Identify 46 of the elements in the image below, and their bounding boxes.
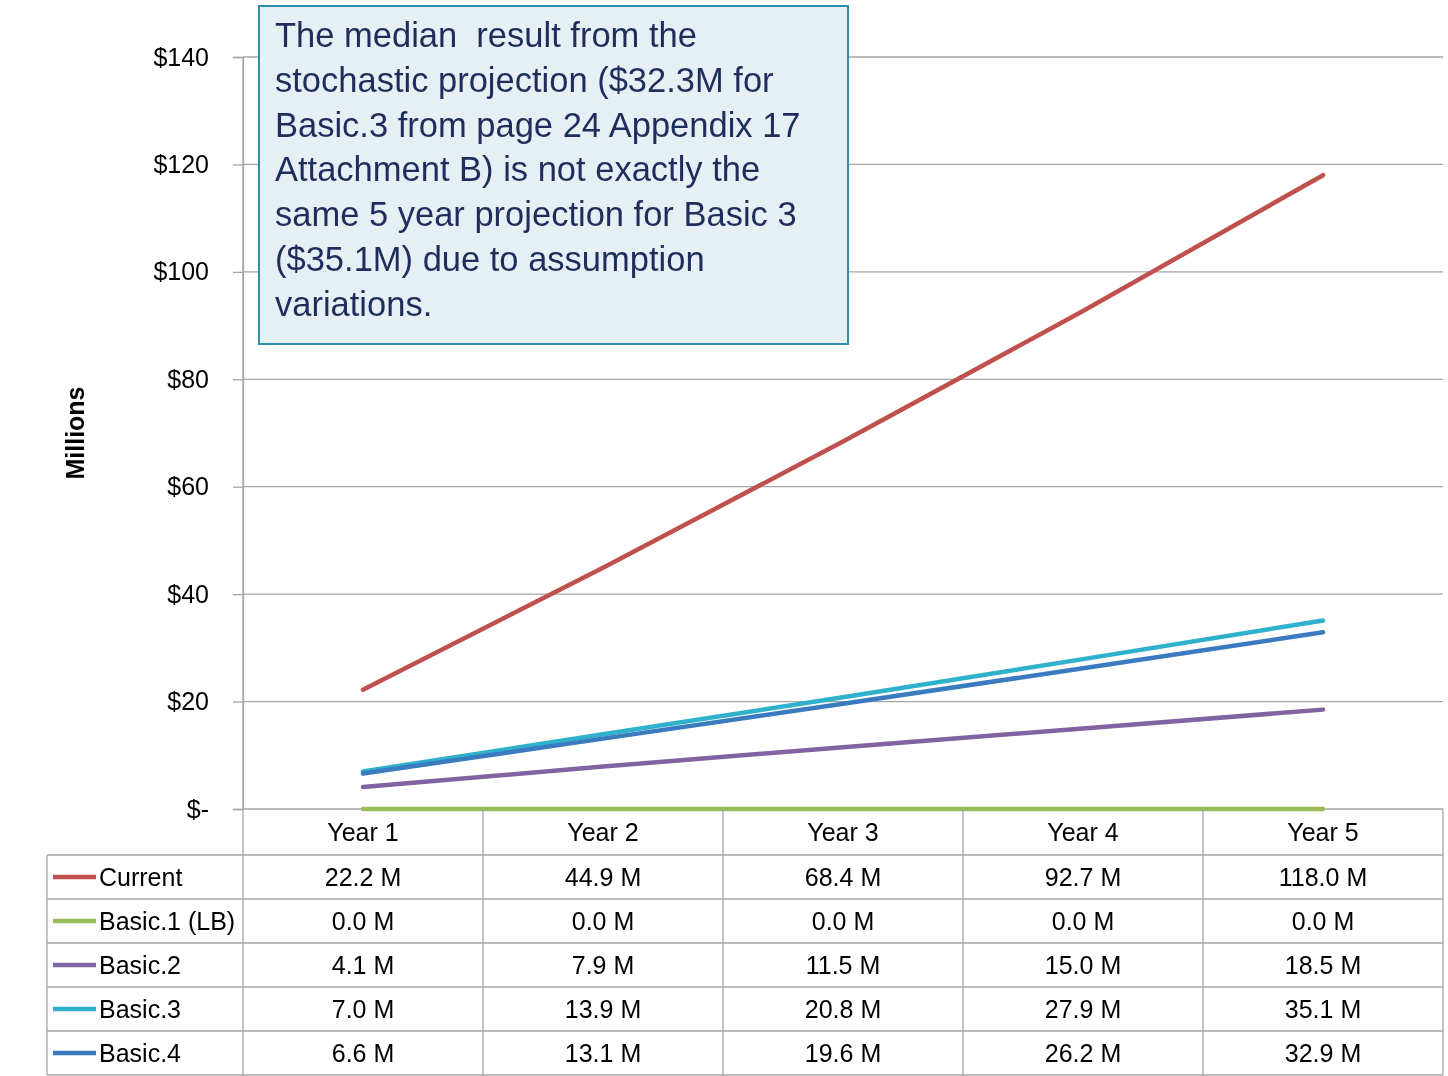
x-tick-label: Year 3 <box>807 818 879 846</box>
legend-label: Basic.4 <box>99 1039 182 1067</box>
x-tick-label: Year 1 <box>327 818 399 846</box>
data-label: 4.1 M <box>331 951 395 979</box>
data-label: 19.6 M <box>804 1039 882 1067</box>
data-label: 0.0 M <box>1051 907 1115 935</box>
y-tick-label: $20 <box>167 687 209 716</box>
data-label: 20.8 M <box>804 995 882 1023</box>
data-label: 0.0 M <box>811 907 875 935</box>
legend-label: Basic.3 <box>99 995 181 1023</box>
data-label: 7.9 M <box>571 951 635 979</box>
data-label: 0.0 M <box>571 907 635 935</box>
data-label: 18.5 M <box>1284 951 1362 979</box>
data-label: 7.0 M <box>331 995 395 1023</box>
data-label: 26.2 M <box>1044 1039 1122 1067</box>
annotation: The median result from the stochastic projection ($32.3M for Basic.3 from page 24 Appendix 17 Attachment B) is not exactly the same 5 year projection for Basic 3 ($35.1M) due to assumption variations. <box>258 5 849 345</box>
data-label: 27.9 M <box>1044 995 1122 1023</box>
data-label: 92.7 M <box>1044 863 1122 891</box>
data-label: 13.1 M <box>564 1039 642 1067</box>
y-tick-label: $100 <box>153 257 209 286</box>
data-label: 0.0 M <box>331 907 395 935</box>
y-tick-label: $80 <box>167 364 209 393</box>
data-label: 118.0 M <box>1278 863 1368 891</box>
data-label: 22.2 M <box>324 863 402 891</box>
data-label: 6.6 M <box>331 1039 395 1067</box>
y-axis-title: Millions <box>61 386 89 480</box>
data-label: 15.0 M <box>1044 951 1122 979</box>
data-label: 35.1 M <box>1284 995 1362 1023</box>
legend-label: Basic.2 <box>99 951 181 979</box>
y-tick-label: $40 <box>167 579 209 608</box>
data-label: 32.9 M <box>1284 1039 1362 1067</box>
x-tick-label: Year 4 <box>1047 818 1119 846</box>
x-tick-label: Year 5 <box>1287 818 1359 846</box>
legend-label: Current <box>99 863 183 891</box>
data-label: 0.0 M <box>1291 907 1355 935</box>
y-tick-label: $60 <box>167 472 209 501</box>
data-label: 68.4 M <box>804 863 882 891</box>
data-label: 13.9 M <box>564 995 642 1023</box>
legend-label: Basic.1 (LB) <box>99 907 236 935</box>
y-tick-label: $120 <box>153 149 209 178</box>
y-tick-label: $140 <box>153 42 209 71</box>
x-tick-label: Year 2 <box>567 818 639 846</box>
data-label: 44.9 M <box>564 863 642 891</box>
data-label: 11.5 M <box>805 951 881 979</box>
y-tick-label: $- <box>186 794 209 823</box>
line-series <box>360 707 1326 790</box>
